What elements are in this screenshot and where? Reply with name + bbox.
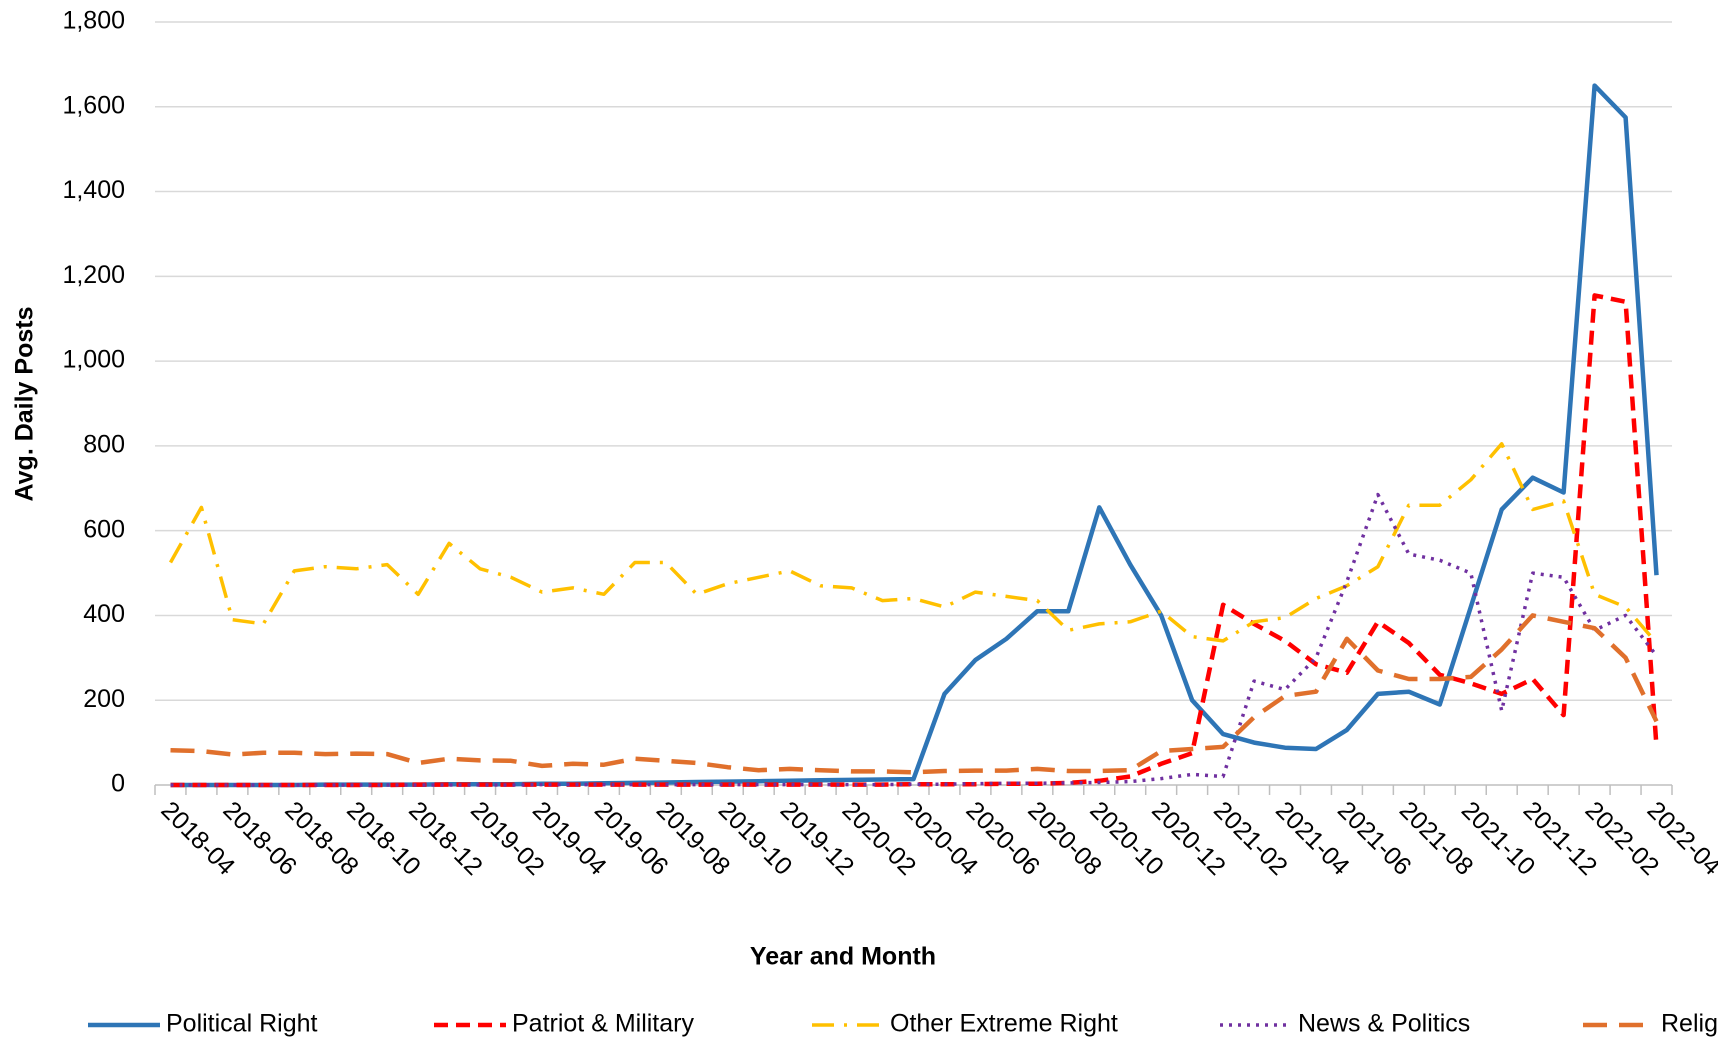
- data-line: [170, 492, 1658, 787]
- y-tick-label: 800: [83, 430, 125, 458]
- x-axis-title: Year and Month: [750, 943, 936, 971]
- legend-item: News & Politics: [1220, 1010, 1470, 1038]
- legend-label: Other Extreme Right: [890, 1010, 1118, 1038]
- data-line: [170, 613, 1659, 775]
- y-tick-label: 1,200: [62, 261, 125, 289]
- y-axis-title: Avg. Daily Posts: [11, 307, 39, 502]
- y-tick-label: 1,600: [62, 91, 125, 119]
- legend-item: Political Right: [88, 1010, 318, 1038]
- y-tick-label: 200: [83, 685, 125, 713]
- legend-item: Other Extreme Right: [812, 1010, 1118, 1038]
- data-line: [170, 293, 1659, 788]
- y-tick-label: 400: [83, 600, 125, 628]
- legend-label: Patriot & Military: [512, 1010, 694, 1038]
- y-tick-label: 0: [111, 770, 125, 798]
- legend-item: Religion: [1583, 1010, 1718, 1038]
- data-line: [168, 442, 1658, 645]
- legend-label: News & Politics: [1298, 1010, 1470, 1038]
- y-tick-label: 600: [83, 515, 125, 543]
- y-tick-label: 1,000: [62, 346, 125, 374]
- y-tick-label: 1,800: [62, 7, 125, 35]
- legend-label: Religion: [1661, 1010, 1718, 1038]
- legend-label: Political Right: [166, 1010, 318, 1038]
- y-tick-label: 1,400: [62, 176, 125, 204]
- legend-item: Patriot & Military: [434, 1010, 694, 1038]
